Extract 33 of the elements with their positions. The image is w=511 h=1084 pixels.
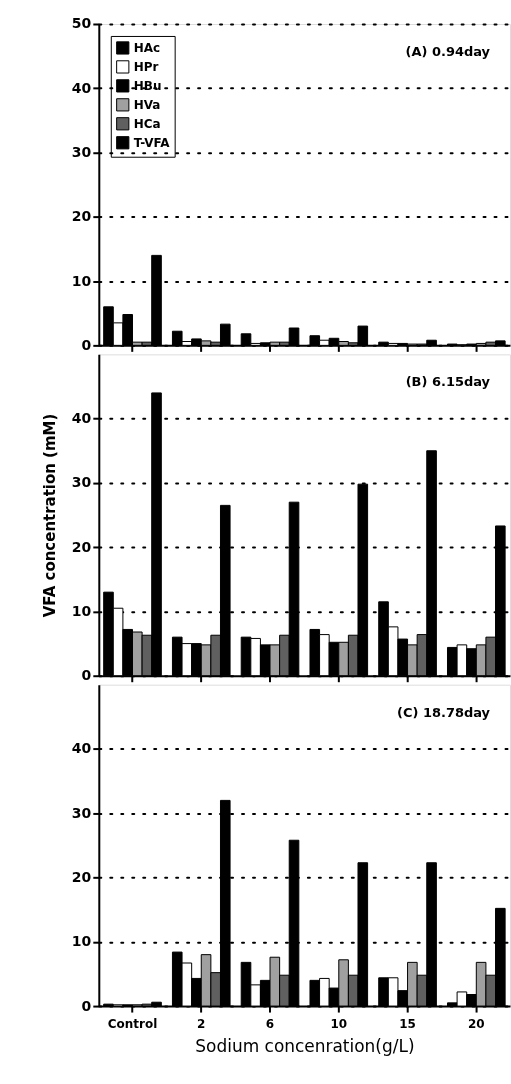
y-tick-label: 0 <box>81 667 92 684</box>
y-axis-title: VFA concentration (mM) <box>40 413 59 618</box>
x-tick-label: 15 <box>399 1016 416 1031</box>
y-tick-label: 20 <box>71 208 92 225</box>
y-tick-label: 20 <box>71 869 92 886</box>
x-tick-label: 20 <box>467 1016 485 1031</box>
y-tick-label: 30 <box>71 804 92 821</box>
y-tick-label: 40 <box>71 79 92 96</box>
y-tick-label: 20 <box>71 538 92 555</box>
legend-label: T-VFA <box>133 135 171 150</box>
y-tick-label: 10 <box>71 602 92 619</box>
y-tick-label: 40 <box>71 410 92 427</box>
x-tick-label: 10 <box>330 1016 348 1031</box>
legend-label: HAc <box>133 40 161 55</box>
text: (B) 6.15day <box>405 374 491 390</box>
legend-label: HCa <box>133 116 161 131</box>
x-tick-label: 6 <box>265 1016 275 1031</box>
x-tick-label: Control <box>107 1016 158 1031</box>
y-tick-label: 40 <box>71 740 92 757</box>
y-tick-label: 10 <box>71 933 92 950</box>
y-tick-label: 30 <box>71 474 92 491</box>
text: (C) 18.78day <box>397 704 491 720</box>
x-axis-title: Sodium concenration(g/L) <box>195 1036 415 1057</box>
y-tick-label: 10 <box>71 272 92 289</box>
x-tick-label: 2 <box>197 1016 206 1031</box>
y-tick-label: 0 <box>81 336 92 353</box>
legend-label: HBu <box>133 78 162 93</box>
text: (A) 0.94day <box>405 43 491 59</box>
legend-label: HVa <box>133 97 161 112</box>
y-tick-label: 0 <box>81 997 92 1014</box>
y-tick-label: 50 <box>71 15 92 32</box>
y-tick-label: 30 <box>71 144 92 161</box>
legend-label: HPr <box>133 59 159 74</box>
